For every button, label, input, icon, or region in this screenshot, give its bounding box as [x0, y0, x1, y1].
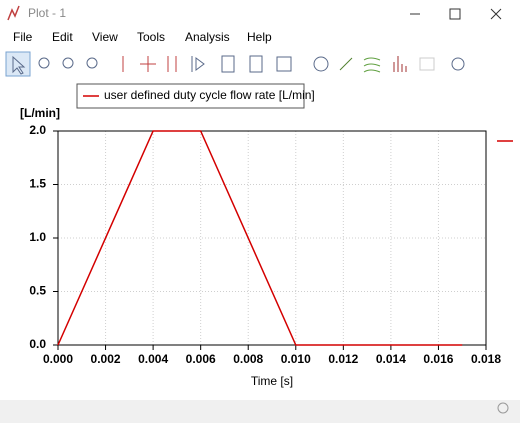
plot-frame [57, 130, 487, 346]
y-tick-label: 2.0 [29, 123, 46, 137]
info-tool[interactable] [221, 55, 235, 73]
x-tick-label: 0.012 [328, 352, 358, 366]
status-icon [497, 402, 509, 414]
histogram-tool[interactable] [393, 56, 407, 72]
menu-item[interactable]: Edit [52, 30, 73, 44]
plot-panel [0, 82, 520, 400]
table-tool[interactable] [249, 55, 263, 73]
menu-item[interactable]: View [92, 30, 118, 44]
menu-item[interactable]: File [13, 30, 33, 44]
y-tick-label: 0.0 [29, 337, 46, 351]
app-icon [7, 5, 20, 21]
zoom-out-tool[interactable] [86, 57, 98, 69]
refresh-tool[interactable] [313, 56, 329, 72]
maximize-button[interactable] [449, 8, 461, 20]
title-bar [0, 0, 520, 28]
menu-item[interactable]: Tools [137, 30, 165, 44]
window-title: Plot - 1 [28, 6, 66, 20]
y-tick-label: 1.0 [29, 230, 46, 244]
select-tool[interactable] [5, 51, 31, 77]
close-button[interactable] [490, 8, 502, 20]
layout-tool[interactable] [276, 56, 292, 72]
status-bar [0, 400, 520, 418]
disabled-tool [419, 57, 435, 71]
x-tick-label: 0.018 [471, 352, 501, 366]
menu-item[interactable]: Analysis [185, 30, 230, 44]
data-line [57, 130, 463, 346]
menu-bar [0, 28, 520, 48]
add-plot-tool[interactable] [451, 57, 465, 71]
zoom-tool[interactable] [38, 57, 50, 69]
zoom-in-tool[interactable] [62, 57, 74, 69]
menu: File Edit View Tools Analysis Help [13, 30, 272, 44]
toolbar-icons [5, 51, 465, 77]
legend [76, 83, 305, 109]
x-tick-label: 0.016 [423, 352, 453, 366]
x-axis-label: Time [s] [251, 374, 293, 388]
chart: 0.0 0.5 1.0 1.5 2.0 0.000 0.002 0.004 0.006 0.008… [20, 88, 501, 388]
x-tick-label: 0.002 [91, 352, 121, 366]
y-tick-label: 0.5 [29, 284, 46, 298]
pin-tool[interactable] [339, 57, 353, 71]
toolbar [0, 48, 520, 82]
step-tool[interactable] [191, 56, 205, 72]
delta-tool[interactable] [167, 56, 177, 72]
x-tick-label: 0.014 [376, 352, 406, 366]
x-tick-label: 0.004 [138, 352, 168, 366]
x-tick-label: 0.000 [43, 352, 73, 366]
curves-tool[interactable] [363, 57, 381, 73]
y-tick-label: 1.5 [29, 177, 46, 191]
pointer-icon [12, 55, 26, 75]
legend-label: user defined duty cycle flow rate [L/min… [104, 88, 315, 102]
x-tick-label: 0.006 [186, 352, 216, 366]
menu-item[interactable]: Help [247, 30, 272, 44]
y-axis-unit: [L/min] [20, 106, 60, 120]
x-tick-label: 0.008 [233, 352, 263, 366]
x-tick-label: 0.010 [281, 352, 311, 366]
